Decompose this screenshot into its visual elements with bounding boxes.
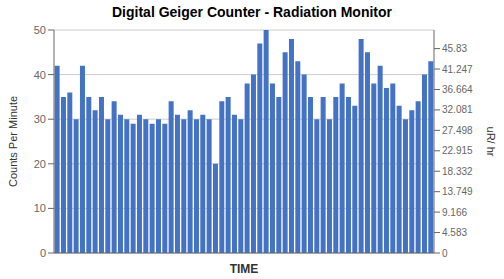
svg-text:27.498: 27.498 <box>442 125 473 136</box>
svg-text:13.749: 13.749 <box>442 186 473 197</box>
svg-text:TIME: TIME <box>230 262 259 276</box>
svg-text:22.915: 22.915 <box>442 145 473 156</box>
svg-text:45.83: 45.83 <box>442 43 467 54</box>
svg-text:40: 40 <box>34 69 46 81</box>
svg-text:32.081: 32.081 <box>442 104 473 115</box>
svg-text:20: 20 <box>34 158 46 170</box>
svg-text:uR/ hr: uR/ hr <box>485 127 496 157</box>
svg-text:4.583: 4.583 <box>442 227 467 238</box>
html-text:Digital Geiger Counter - Radia: Digital Geiger Counter - Radiation Monit… <box>112 4 392 20</box>
svg-text:10: 10 <box>34 202 46 214</box>
svg-text:50: 50 <box>34 24 46 36</box>
svg-text:9.166: 9.166 <box>442 207 467 218</box>
svg-text:36.664: 36.664 <box>442 84 473 95</box>
svg-text:30: 30 <box>34 113 46 125</box>
svg-text:0: 0 <box>40 247 46 259</box>
svg-text:0: 0 <box>442 248 448 259</box>
svg-text:Counts Per Minute: Counts Per Minute <box>8 96 19 187</box>
svg-text:41.247: 41.247 <box>442 64 473 75</box>
svg-text:18.332: 18.332 <box>442 166 473 177</box>
